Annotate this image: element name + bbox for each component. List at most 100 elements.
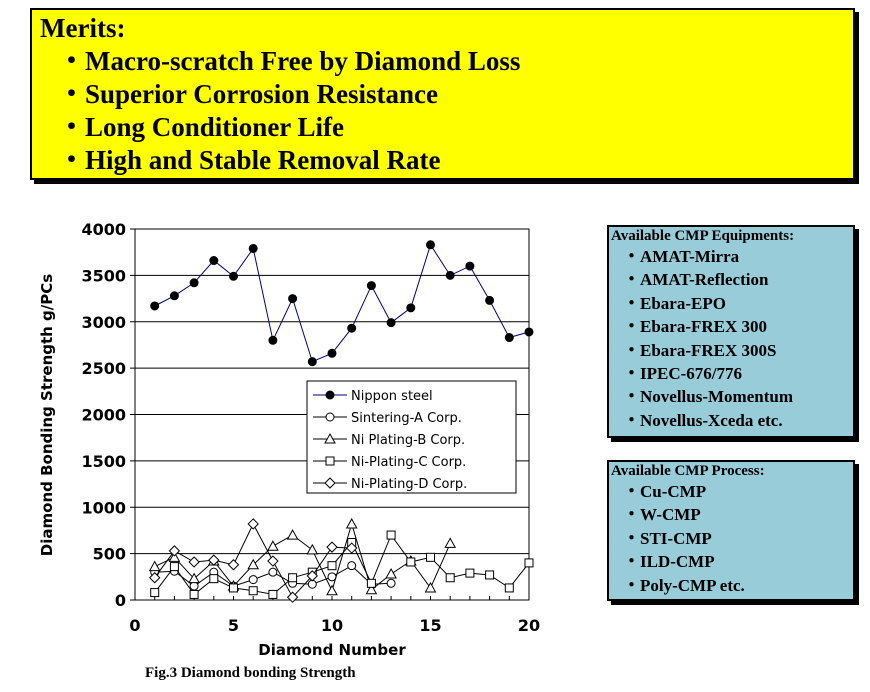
data-point xyxy=(306,543,319,555)
process-item: ・W-CMP xyxy=(623,505,701,525)
process-title: Available CMP Process: xyxy=(611,463,765,479)
data-point xyxy=(445,270,455,280)
data-point xyxy=(385,568,397,579)
data-point xyxy=(406,557,416,567)
x-tick-label: 0 xyxy=(129,616,140,635)
data-point xyxy=(485,570,495,580)
equipment-item: ・Ebara-EPO xyxy=(623,293,726,313)
x-tick-label: 10 xyxy=(321,616,343,635)
data-point xyxy=(169,562,179,572)
data-point xyxy=(267,555,279,567)
data-point xyxy=(386,530,396,540)
data-point xyxy=(188,572,200,584)
data-point xyxy=(248,586,258,596)
series-line xyxy=(154,522,451,593)
data-point xyxy=(485,295,495,305)
legend-entry: Ni-Plating-D Corp. xyxy=(313,477,467,492)
y-tick-label: 1000 xyxy=(81,498,126,517)
data-point xyxy=(306,570,319,582)
legend-label: Sintering-A Corp. xyxy=(351,411,462,426)
data-point xyxy=(307,357,317,367)
data-point xyxy=(268,567,278,577)
legend-label: Ni-Plating-D Corp. xyxy=(351,477,467,492)
series-nippon-steel xyxy=(150,240,534,367)
series-layer xyxy=(148,240,534,603)
y-tick-label: 2000 xyxy=(81,406,126,425)
data-point xyxy=(288,294,298,304)
figure-caption: Fig.3 Diamond bonding Strength xyxy=(145,665,356,681)
x-tick-label: 5 xyxy=(228,616,239,635)
data-point xyxy=(345,542,358,554)
data-point xyxy=(148,572,161,584)
legend-box xyxy=(306,380,517,494)
data-point xyxy=(168,545,181,557)
data-point xyxy=(426,240,435,250)
y-tick-label: 3500 xyxy=(81,266,126,285)
bonding-strength-chart: 0 500 1000 1500 2000 2500 3000 3500 4000 0 5 10 15 20… xyxy=(38,220,540,659)
data-point xyxy=(426,552,435,562)
series-ni-plating-b-corp- xyxy=(148,517,457,596)
data-point xyxy=(247,518,259,530)
data-point xyxy=(286,529,299,540)
data-point xyxy=(247,558,260,570)
data-point xyxy=(209,256,219,266)
data-point xyxy=(504,583,514,593)
legend: Nippon steel Sintering-A Corp. Ni Plating-… xyxy=(306,380,517,494)
data-point xyxy=(189,581,199,591)
data-point xyxy=(288,573,298,583)
equipment-item: ・AMAT-Reflection xyxy=(623,270,769,290)
x-axis-label: Diamond Number xyxy=(258,641,406,659)
y-tick-label: 4000 xyxy=(81,220,126,239)
data-point xyxy=(445,573,455,583)
data-point xyxy=(406,303,416,313)
legend-entry: Ni-Plating-C Corp. xyxy=(313,455,466,470)
merits-item: ・Long Conditioner Life xyxy=(58,112,345,142)
data-point xyxy=(524,558,534,568)
y-tick-label: 1500 xyxy=(81,452,126,471)
data-point xyxy=(386,318,396,328)
data-point xyxy=(268,335,278,345)
data-point xyxy=(248,243,258,253)
data-point xyxy=(347,323,357,333)
equipment-item: ・Novellus-Momentum xyxy=(623,387,793,407)
data-point xyxy=(465,261,475,271)
data-point xyxy=(444,537,457,548)
data-point xyxy=(327,348,337,358)
data-point xyxy=(268,589,278,599)
data-point xyxy=(189,589,199,599)
data-point xyxy=(504,333,514,343)
data-point xyxy=(169,291,179,301)
gridlines xyxy=(135,274,529,555)
data-point xyxy=(366,281,376,291)
x-tick-label: 15 xyxy=(419,616,441,635)
data-point xyxy=(325,412,335,422)
y-tick-label: 0 xyxy=(115,591,126,610)
data-point xyxy=(465,568,475,578)
data-point xyxy=(424,581,437,593)
equipment-item: ・Ebara-FREX 300S xyxy=(623,340,777,360)
merits-title: Merits: xyxy=(40,13,126,43)
data-point xyxy=(324,477,336,489)
axis-ticks: 0 500 1000 1500 2000 2500 3000 3500 4000 0 5 10 15 20 xyxy=(81,220,540,635)
legend-label: Ni Plating-B Corp. xyxy=(351,433,465,448)
x-tick-label: 20 xyxy=(518,616,540,635)
process-item: ・STI-CMP xyxy=(623,528,712,548)
equipment-item: ・Ebara-FREX 300 xyxy=(623,317,768,337)
process-item: ・Poly-CMP etc. xyxy=(623,575,745,595)
data-point xyxy=(286,591,299,603)
data-point xyxy=(229,271,238,281)
merits-box: Merits: ・Macro-scratch Free by Diamond L… xyxy=(30,8,855,180)
legend-entry: Ni Plating-B Corp. xyxy=(313,432,465,448)
data-point xyxy=(168,551,181,562)
data-point xyxy=(347,561,357,571)
merits-item: ・Macro-scratch Free by Diamond Loss xyxy=(58,46,521,76)
equipment-box: Available CMP Equipments: ・AMAT-Mirra ・A… xyxy=(607,225,855,438)
data-point xyxy=(208,554,220,566)
merits-item: ・Superior Corrosion Resistance xyxy=(58,79,438,109)
data-point xyxy=(365,583,378,595)
y-tick-label: 3000 xyxy=(81,313,126,332)
equipment-item: ・AMAT-Mirra xyxy=(623,247,740,266)
data-point xyxy=(524,327,534,337)
data-point xyxy=(227,559,240,571)
data-point xyxy=(386,578,396,588)
